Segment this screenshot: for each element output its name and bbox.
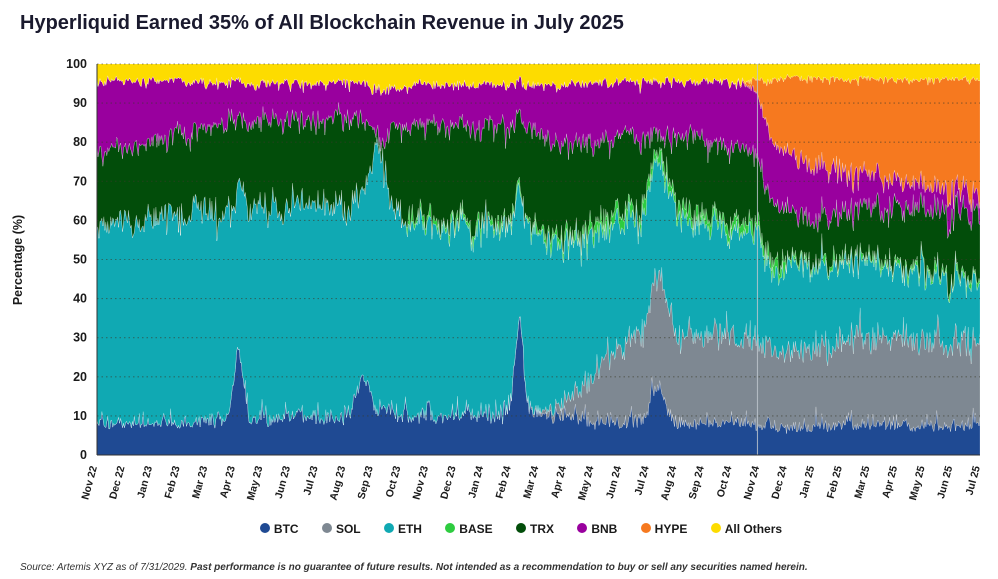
svg-text:100: 100 (66, 57, 87, 71)
svg-text:May 24: May 24 (576, 465, 597, 502)
svg-text:Dec 22: Dec 22 (107, 465, 127, 501)
svg-text:Jan 23: Jan 23 (135, 465, 155, 500)
svg-text:Dec 24: Dec 24 (769, 465, 789, 501)
svg-text:0: 0 (80, 448, 87, 462)
svg-text:Apr 23: Apr 23 (218, 465, 238, 500)
svg-text:Jan 24: Jan 24 (466, 465, 486, 500)
svg-text:Sep 23: Sep 23 (355, 465, 375, 501)
svg-text:70: 70 (73, 174, 87, 188)
svg-text:Mar 25: Mar 25 (852, 465, 872, 500)
svg-text:80: 80 (73, 135, 87, 149)
svg-text:Jul 25: Jul 25 (964, 465, 983, 497)
svg-text:Feb 24: Feb 24 (494, 465, 514, 500)
svg-text:Aug 23: Aug 23 (328, 465, 349, 502)
svg-text:20: 20 (73, 370, 87, 384)
svg-text:50: 50 (73, 253, 87, 267)
svg-text:Jun 24: Jun 24 (604, 465, 624, 500)
svg-text:Jul 24: Jul 24 (632, 465, 651, 497)
svg-text:Oct 24: Oct 24 (715, 465, 735, 499)
svg-text:May 25: May 25 (907, 465, 928, 502)
svg-text:40: 40 (73, 292, 87, 306)
svg-text:Mar 24: Mar 24 (521, 465, 541, 500)
svg-text:Apr 25: Apr 25 (880, 465, 900, 500)
svg-text:Nov 23: Nov 23 (411, 465, 432, 502)
svg-text:Jan 25: Jan 25 (797, 465, 817, 500)
svg-text:Nov 22: Nov 22 (79, 465, 100, 502)
svg-text:Aug 24: Aug 24 (659, 465, 680, 502)
svg-text:Jun 23: Jun 23 (273, 465, 293, 500)
svg-text:Sep 24: Sep 24 (687, 465, 707, 501)
svg-text:Jun 25: Jun 25 (935, 465, 955, 500)
svg-text:90: 90 (73, 96, 87, 110)
svg-text:May 23: May 23 (245, 465, 266, 502)
svg-text:Percentage (%): Percentage (%) (11, 215, 25, 305)
svg-text:Feb 23: Feb 23 (162, 465, 182, 500)
svg-text:Apr 24: Apr 24 (549, 465, 569, 500)
svg-text:60: 60 (73, 213, 87, 227)
svg-text:Dec 23: Dec 23 (438, 465, 458, 501)
svg-text:10: 10 (73, 409, 87, 423)
svg-text:Mar 23: Mar 23 (190, 465, 210, 500)
svg-text:30: 30 (73, 331, 87, 345)
svg-text:Feb 25: Feb 25 (825, 465, 845, 500)
svg-text:Jul 23: Jul 23 (301, 465, 320, 497)
svg-text:Oct 23: Oct 23 (384, 465, 404, 499)
svg-text:Nov 24: Nov 24 (742, 465, 763, 502)
